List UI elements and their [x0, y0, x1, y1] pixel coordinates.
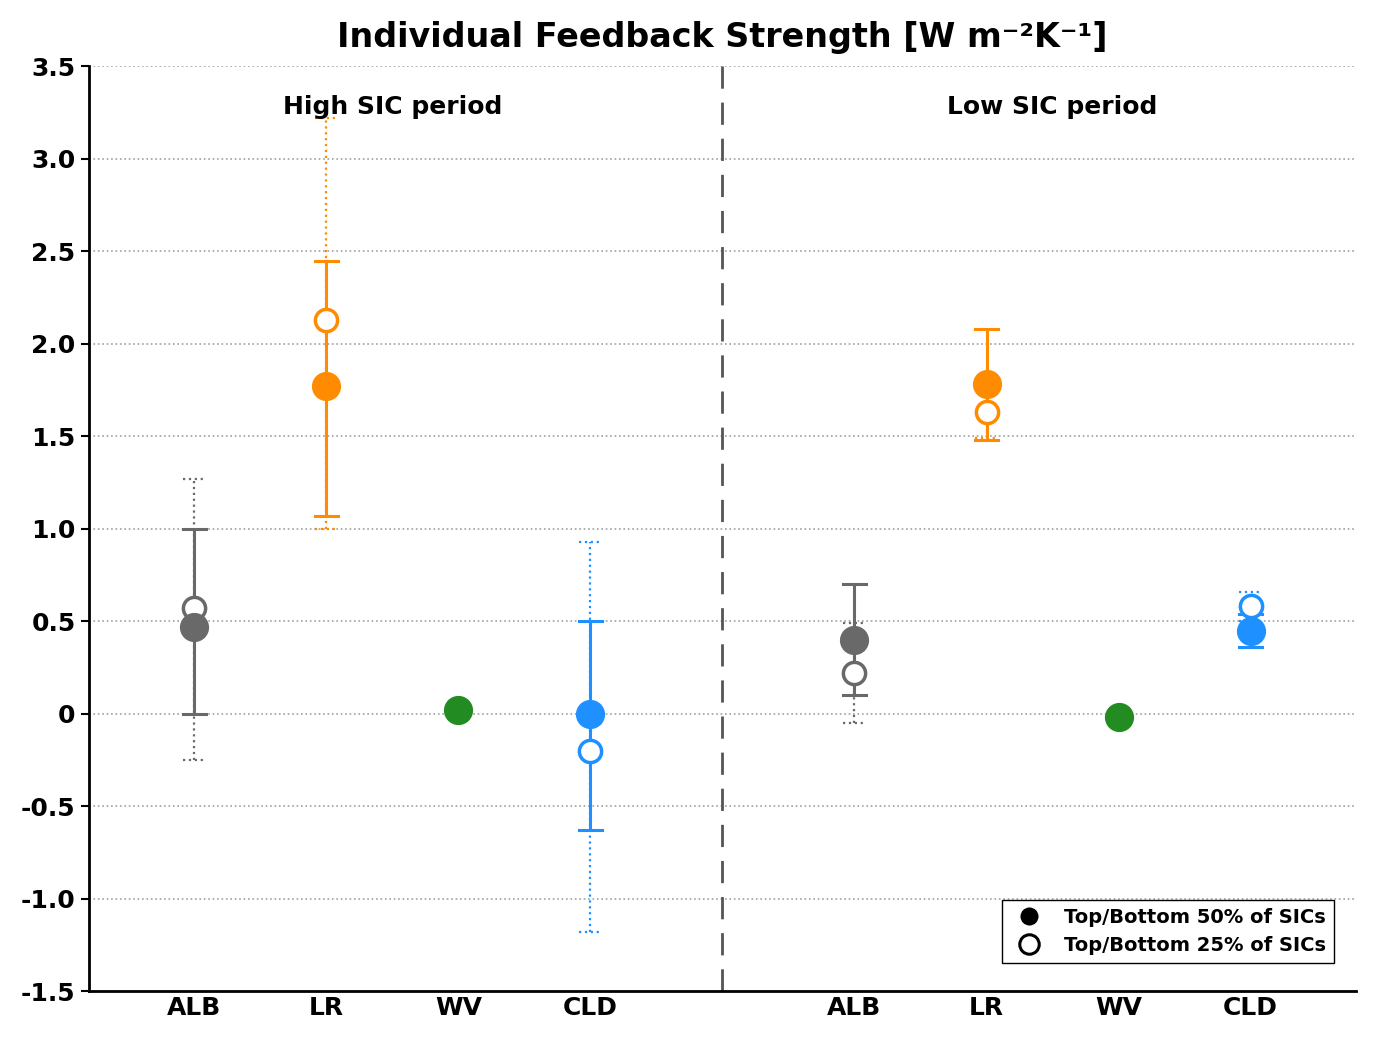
Text: Low SIC period: Low SIC period	[947, 95, 1158, 119]
Legend: Top/Bottom 50% of SICs, Top/Bottom 25% of SICs: Top/Bottom 50% of SICs, Top/Bottom 25% o…	[1002, 899, 1334, 963]
Title: Individual Feedback Strength [W m⁻²K⁻¹]: Individual Feedback Strength [W m⁻²K⁻¹]	[337, 21, 1107, 54]
Text: High SIC period: High SIC period	[282, 95, 503, 119]
